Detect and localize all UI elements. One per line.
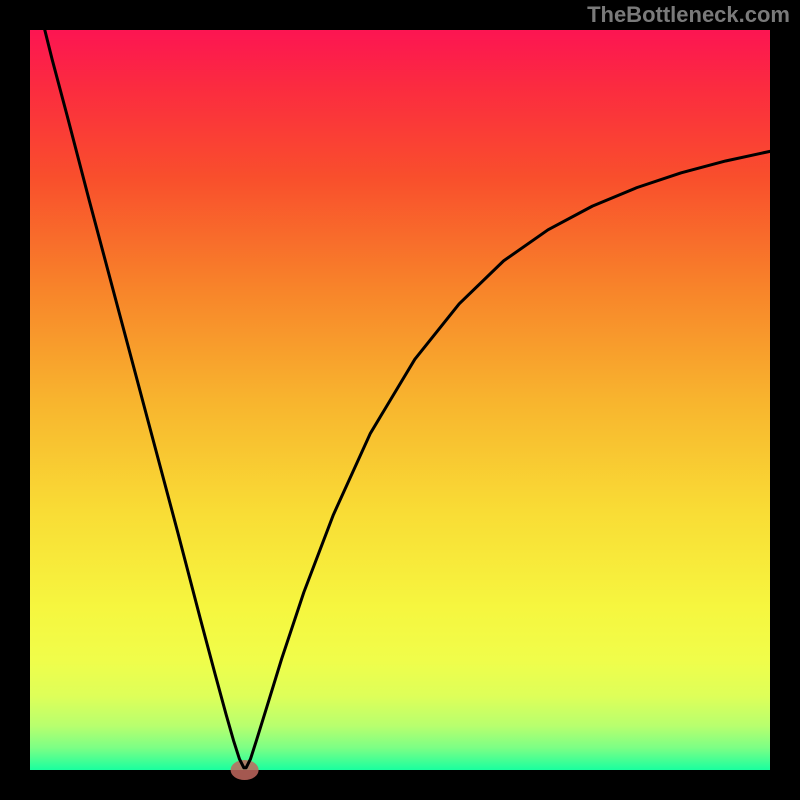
watermark-text: TheBottleneck.com: [587, 2, 790, 28]
minimum-marker: [231, 760, 259, 780]
